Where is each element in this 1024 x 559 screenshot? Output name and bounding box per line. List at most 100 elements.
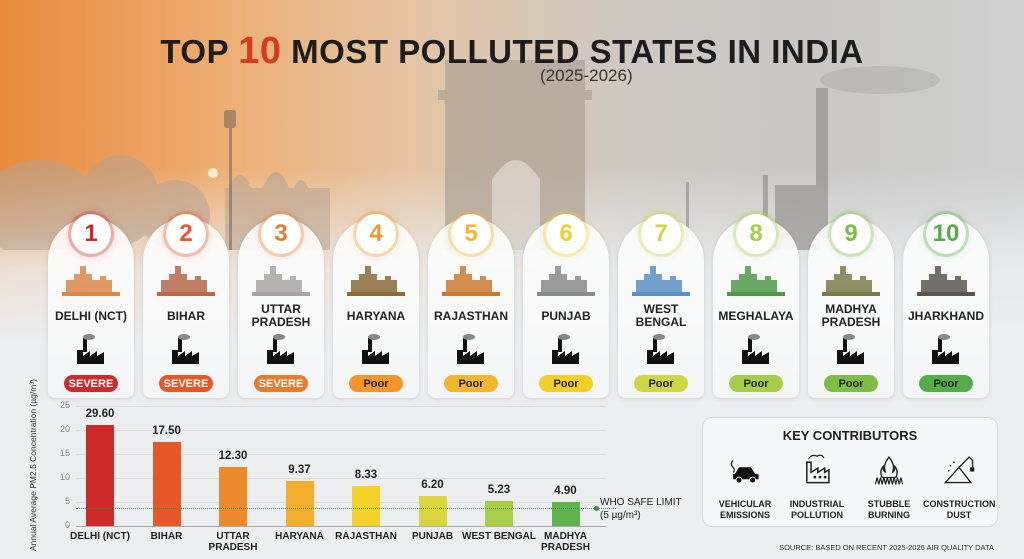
status-pill: Poor — [539, 375, 593, 392]
x-axis-line — [76, 526, 606, 527]
status-pill: Poor — [634, 375, 688, 392]
y-tick: 25 — [59, 400, 70, 410]
bar-value-label: 5.23 — [487, 483, 511, 496]
rank-badge: 3 — [261, 214, 301, 254]
bar — [352, 486, 380, 526]
status-pill: Poor — [729, 375, 783, 392]
state-name: UTTAR PRADESH — [251, 302, 311, 329]
status-pill: SEVERE — [254, 375, 308, 392]
x-tick-label: BIHAR — [150, 531, 183, 542]
traffic-cars-icon — [77, 334, 104, 364]
factory-chimney-icon — [806, 454, 830, 484]
x-tick-label: HARYANA — [275, 531, 324, 542]
desert-fort-icon — [442, 266, 500, 296]
x-tick-label: WEST BENGAL — [462, 531, 536, 542]
bar-value-label: 12.30 — [218, 449, 248, 462]
status-pill: Poor — [919, 375, 973, 392]
gridline — [76, 430, 606, 431]
state-name: MADHYA PRADESH — [821, 302, 881, 329]
rank-badge: 5 — [451, 214, 491, 254]
contributor-stubble: STUBBLE BURNING — [853, 452, 925, 521]
factory-icon — [742, 334, 769, 364]
state-cards: 1 DELHI (NCT) SEVERE 2 BIHAR SEVERE 3 UTTA… — [48, 214, 989, 398]
x-tick-label: PUNJAB — [411, 531, 454, 542]
bar — [285, 481, 314, 526]
page-title: TOP 10 MOST POLLUTED STATES IN INDIA — [160, 30, 864, 72]
gridline — [76, 454, 606, 455]
pm25-bar-chart: Annual Average PM2.5 Concentration (µg/m… — [20, 379, 700, 555]
excavator-icon — [932, 334, 959, 364]
stubble-fire-icon — [537, 266, 595, 296]
state-name: MEGHALAYA — [718, 308, 794, 323]
y-tick: 15 — [59, 448, 70, 458]
who-limit-dot — [594, 506, 599, 511]
burning-field-crane-icon — [347, 266, 405, 296]
fire-grass-icon — [874, 456, 904, 485]
city-skyline-icon — [632, 266, 690, 296]
rank-badge: 1 — [71, 214, 111, 254]
rank-badge: 6 — [546, 214, 586, 254]
state-card-5[interactable]: 5 RAJASTHAN Poor — [428, 214, 514, 398]
car-exhaust-icon — [730, 460, 759, 484]
state-card-6[interactable]: 6 PUNJAB Poor — [523, 214, 609, 398]
state-card-9[interactable]: 9 MADHYA PRADESH Poor — [808, 214, 894, 398]
open-pit-mine-icon — [917, 266, 975, 296]
y-tick: 0 — [64, 520, 70, 530]
rank-badge: 2 — [166, 214, 206, 254]
dust-cloud-icon — [457, 334, 484, 364]
who-limit-label: WHO SAFE LIMIT (5 µg/m³) — [600, 497, 682, 521]
construction-crane-icon — [362, 334, 389, 364]
y-tick: 20 — [59, 424, 70, 434]
state-name: WEST BENGAL — [635, 302, 687, 329]
bar-value-label: 8.33 — [354, 469, 378, 482]
state-card-4[interactable]: 4 HARYANA Poor — [333, 214, 419, 398]
state-card-3[interactable]: 3 UTTAR PRADESH SEVERE — [238, 214, 324, 398]
status-pill: Poor — [444, 375, 498, 392]
status-pill: Poor — [824, 375, 878, 392]
contributor-industrial: INDUSTRIAL POLLUTION — [781, 452, 853, 521]
state-name: DELHI (NCT) — [55, 308, 127, 323]
bar — [86, 425, 114, 526]
contributor-vehicular: VEHICULAR EMISSIONS — [709, 452, 781, 521]
x-tick-label: UTTAR PRADESH — [208, 531, 258, 553]
bar-value-label: 4.90 — [554, 485, 577, 498]
source-note: SOURCE: BASED ON RECENT 2025-2026 AIR QU… — [779, 543, 994, 552]
port-bridge-icon — [647, 334, 674, 364]
taj-mahal-icon — [252, 266, 310, 296]
x-tick-label: MADHYA PRADESH — [541, 531, 590, 553]
bar-value-label: 9.37 — [288, 464, 311, 477]
state-card-7[interactable]: 7 WEST BENGAL Poor — [618, 214, 704, 398]
state-card-8[interactable]: 8 MEGHALAYA Poor — [713, 214, 799, 398]
who-limit-line — [76, 508, 616, 509]
key-contributors-title: KEY CONTRIBUTORS — [782, 428, 918, 443]
rank-badge: 9 — [831, 214, 871, 254]
rank-badge: 8 — [736, 214, 776, 254]
gridline — [76, 406, 606, 407]
bar — [485, 500, 513, 526]
page-subtitle: (2025-2026) — [540, 66, 633, 85]
state-card-10[interactable]: 10 JHARKHAND Poor — [903, 214, 989, 398]
rank-badge: 4 — [356, 214, 396, 254]
sand-pile-crane-icon — [943, 456, 975, 484]
bar-value-label: 17.50 — [152, 425, 181, 437]
gridline — [76, 502, 606, 503]
state-name: BIHAR — [167, 308, 205, 323]
industrial-plant-icon — [267, 334, 294, 364]
key-contributors-panel: KEY CONTRIBUTORS VEHICULAR EMISSIONS INDU… — [702, 417, 998, 527]
bar — [418, 496, 447, 526]
state-name: HARYANA — [346, 308, 406, 323]
status-pill: SEVERE — [159, 375, 213, 392]
status-pill: Poor — [349, 375, 403, 392]
gridline — [76, 478, 606, 479]
state-card-1[interactable]: 1 DELHI (NCT) SEVERE — [48, 214, 134, 398]
rank-badge: 10 — [926, 214, 966, 254]
status-pill: SEVERE — [64, 375, 118, 392]
x-tick-label: RAJASTHAN — [335, 531, 397, 542]
bar — [152, 442, 181, 526]
state-card-2[interactable]: 2 BIHAR SEVERE — [143, 214, 229, 398]
bar — [219, 466, 247, 526]
city-skyline-olive-icon — [822, 266, 880, 296]
green-hills-icon — [727, 266, 785, 296]
bar-value-label: 29.60 — [85, 408, 115, 421]
y-tick: 5 — [64, 496, 70, 506]
